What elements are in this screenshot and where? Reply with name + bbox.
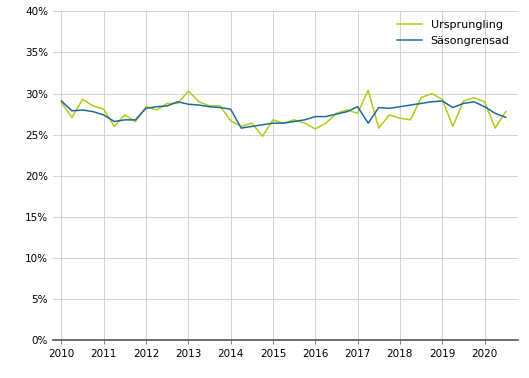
Säsongrensad: [492, 111, 498, 116]
Ursprungling: [439, 97, 445, 102]
Säsongrensad: [481, 104, 488, 109]
Säsongrensad: [386, 106, 393, 111]
Ursprungling: [175, 101, 181, 106]
Ursprungling: [196, 99, 202, 104]
Ursprungling: [333, 111, 340, 116]
Ursprungling: [397, 116, 403, 121]
Ursprungling: [58, 100, 65, 105]
Säsongrensad: [376, 105, 382, 110]
Ursprungling: [79, 97, 86, 102]
Ursprungling: [407, 118, 414, 122]
Säsongrensad: [153, 104, 160, 109]
Ursprungling: [227, 118, 234, 123]
Säsongrensad: [249, 124, 255, 129]
Säsongrensad: [280, 121, 287, 125]
Ursprungling: [376, 126, 382, 130]
Säsongrensad: [238, 126, 244, 130]
Ursprungling: [344, 108, 350, 112]
Säsongrensad: [58, 99, 65, 103]
Säsongrensad: [270, 121, 276, 125]
Säsongrensad: [175, 99, 181, 104]
Ursprungling: [386, 113, 393, 117]
Ursprungling: [460, 99, 467, 103]
Ursprungling: [111, 124, 117, 129]
Säsongrensad: [79, 108, 86, 112]
Ursprungling: [428, 91, 435, 96]
Ursprungling: [164, 101, 170, 106]
Säsongrensad: [354, 104, 361, 109]
Line: Säsongrensad: Säsongrensad: [61, 101, 506, 128]
Ursprungling: [418, 95, 424, 100]
Säsongrensad: [143, 106, 149, 111]
Ursprungling: [291, 118, 297, 122]
Säsongrensad: [503, 115, 509, 120]
Ursprungling: [280, 121, 287, 125]
Ursprungling: [365, 88, 371, 93]
Säsongrensad: [90, 109, 96, 114]
Säsongrensad: [101, 113, 107, 117]
Säsongrensad: [196, 103, 202, 107]
Ursprungling: [132, 119, 139, 124]
Ursprungling: [69, 115, 75, 120]
Säsongrensad: [450, 105, 456, 110]
Säsongrensad: [111, 119, 117, 124]
Line: Ursprungling: Ursprungling: [61, 90, 506, 136]
Säsongrensad: [259, 122, 266, 127]
Säsongrensad: [439, 99, 445, 103]
Ursprungling: [270, 118, 276, 122]
Säsongrensad: [302, 118, 308, 122]
Säsongrensad: [333, 112, 340, 116]
Ursprungling: [503, 109, 509, 114]
Säsongrensad: [227, 107, 234, 112]
Ursprungling: [249, 121, 255, 125]
Säsongrensad: [122, 118, 128, 122]
Ursprungling: [90, 104, 96, 108]
Säsongrensad: [344, 109, 350, 114]
Ursprungling: [153, 108, 160, 112]
Ursprungling: [101, 107, 107, 112]
Säsongrensad: [291, 119, 297, 124]
Ursprungling: [259, 134, 266, 139]
Ursprungling: [143, 104, 149, 109]
Ursprungling: [354, 111, 361, 116]
Ursprungling: [238, 124, 244, 129]
Säsongrensad: [323, 114, 329, 119]
Säsongrensad: [132, 118, 139, 122]
Säsongrensad: [407, 103, 414, 107]
Säsongrensad: [428, 99, 435, 104]
Ursprungling: [217, 104, 223, 108]
Ursprungling: [481, 99, 488, 104]
Säsongrensad: [217, 105, 223, 110]
Säsongrensad: [397, 104, 403, 109]
Ursprungling: [206, 104, 213, 108]
Säsongrensad: [460, 101, 467, 106]
Ursprungling: [185, 89, 191, 93]
Säsongrensad: [185, 102, 191, 107]
Säsongrensad: [69, 108, 75, 113]
Ursprungling: [312, 127, 318, 131]
Säsongrensad: [312, 114, 318, 119]
Ursprungling: [122, 113, 128, 117]
Säsongrensad: [418, 101, 424, 106]
Säsongrensad: [471, 99, 477, 104]
Ursprungling: [450, 124, 456, 129]
Ursprungling: [323, 121, 329, 125]
Ursprungling: [302, 121, 308, 125]
Säsongrensad: [365, 121, 371, 125]
Säsongrensad: [164, 104, 170, 108]
Ursprungling: [471, 95, 477, 100]
Legend: Ursprungling, Säsongrensad: Ursprungling, Säsongrensad: [394, 17, 513, 50]
Ursprungling: [492, 126, 498, 130]
Säsongrensad: [206, 104, 213, 109]
